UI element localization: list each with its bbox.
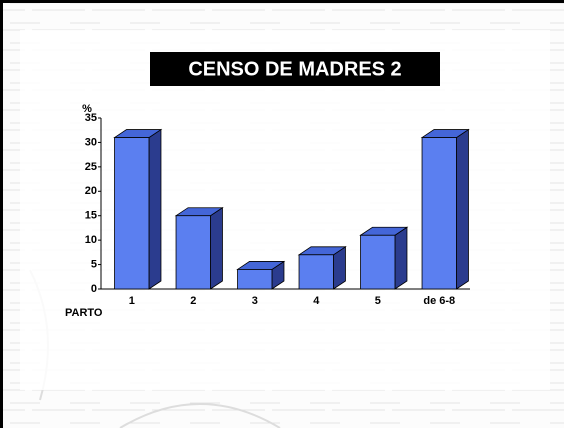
x-tick-label: 3 — [252, 295, 258, 307]
chart-title: CENSO DE MADRES 2 — [188, 58, 401, 80]
bar — [114, 137, 150, 290]
y-tick-label: 35 — [85, 112, 97, 124]
y-tick-label: 10 — [85, 234, 97, 246]
bar-side — [456, 128, 469, 290]
y-tick-label: 30 — [85, 136, 97, 148]
bar-side — [148, 128, 162, 290]
x-tick-label: 2 — [190, 295, 196, 307]
y-tick-label: 0 — [91, 283, 97, 295]
y-tick-label: 15 — [85, 210, 97, 222]
x-tick-label: 5 — [375, 295, 381, 307]
title-box — [150, 52, 440, 86]
bar-side — [394, 226, 408, 290]
y-tick-label: 20 — [85, 185, 97, 197]
y-tick-label: 5 — [91, 258, 97, 270]
y-axis-label: % — [82, 103, 92, 115]
bar — [421, 137, 457, 290]
bar — [298, 254, 334, 290]
bar-side — [210, 206, 223, 290]
bar — [175, 215, 211, 290]
x-tick-label: 1 — [129, 295, 135, 307]
x-axis-label: PARTO — [65, 307, 103, 319]
x-tick-label: de 6-8 — [423, 295, 455, 307]
y-tick-label: 25 — [85, 161, 97, 173]
bar — [237, 269, 273, 290]
x-tick-label: 4 — [313, 295, 320, 307]
bar — [360, 234, 396, 290]
